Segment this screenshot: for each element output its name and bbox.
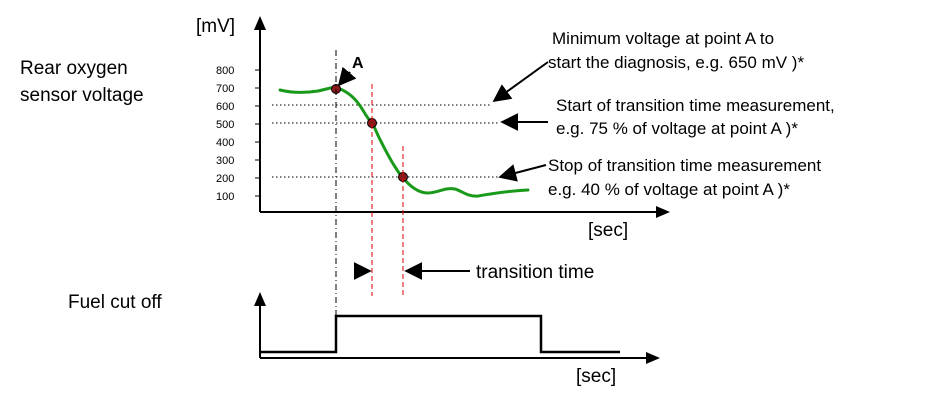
- y-tick-500: 500: [216, 119, 234, 131]
- transition-time-label: transition time: [476, 262, 594, 283]
- bottom-x-axis-arrow: [646, 352, 660, 364]
- y-axis-label-line2: sensor voltage: [20, 85, 144, 106]
- y-axis-label-line1: Rear oxygen: [20, 58, 128, 79]
- y-tick-600: 600: [216, 101, 234, 113]
- y-tick-800: 800: [216, 65, 234, 77]
- y-tick-200: 200: [216, 173, 234, 185]
- annotation-arrow-stop: [498, 164, 547, 182]
- annotation-stop-line1: Stop of transition time measurement: [548, 156, 821, 175]
- bottom-x-unit-label: [sec]: [576, 366, 616, 387]
- annotation-stop-line2: e.g. 40 % of voltage at point A )*: [548, 180, 790, 199]
- top-chart: Rear oxygen sensor voltage [mV] [sec] 80…: [20, 16, 835, 241]
- annotation-min-line1: Minimum voltage at point A to: [552, 29, 774, 48]
- y-tick-400: 400: [216, 137, 234, 149]
- fuel-cut-off-label: Fuel cut off: [68, 292, 162, 313]
- annotation-min-line2: start the diagnosis, e.g. 650 mV )*: [548, 53, 804, 72]
- annotation-start-line1: Start of transition time measurement,: [556, 96, 835, 115]
- bottom-y-axis-arrow: [254, 292, 266, 306]
- y-tick-100: 100: [216, 191, 234, 203]
- top-y-axis-arrow: [254, 16, 266, 30]
- y-tick-700: 700: [216, 83, 234, 95]
- bottom-chart: Fuel cut off [sec]: [68, 292, 660, 387]
- point-a-label: A: [352, 55, 364, 72]
- transition-time-indicator: transition time: [353, 262, 594, 283]
- y-tick-300: 300: [216, 155, 234, 167]
- point-a-arrow: [337, 66, 357, 87]
- annotation-arrow-min: [492, 61, 549, 103]
- fuel-cut-off-signal: [260, 314, 620, 354]
- annotation-start-line2: e.g. 75 % of voltage at point A )*: [556, 119, 798, 138]
- y-ticks: 800 700 600 500 400 300 200 100: [216, 65, 260, 203]
- y-axis-label: Rear oxygen sensor voltage: [20, 58, 144, 106]
- top-x-unit-label: [sec]: [588, 220, 628, 241]
- y-unit-label: [mV]: [196, 16, 235, 37]
- top-x-axis-arrow: [656, 206, 670, 218]
